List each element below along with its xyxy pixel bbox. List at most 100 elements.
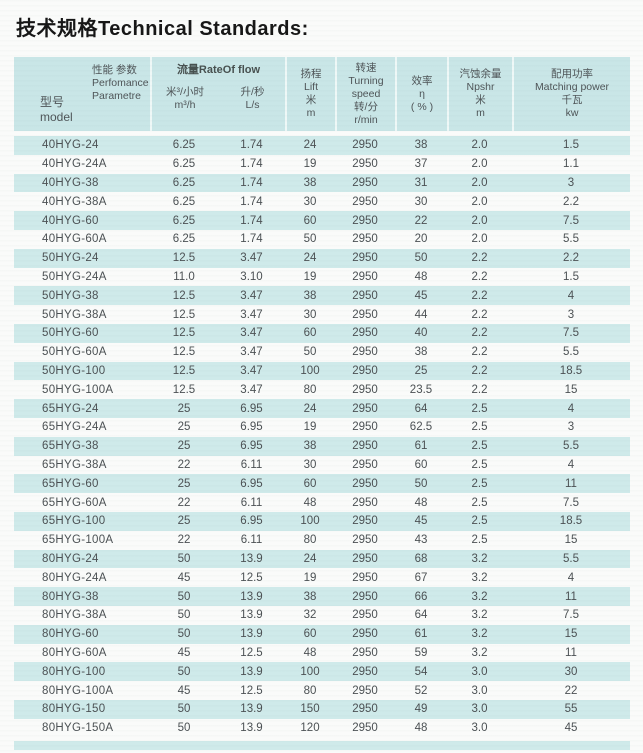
cell-eta: 31 (414, 176, 428, 189)
cell-model: 50HYG-24A (42, 270, 107, 283)
cell-m3h: 25 (177, 402, 191, 415)
cell-speed: 2950 (352, 327, 378, 340)
cell-m3h: 6.25 (172, 139, 196, 152)
cell-ls: 6.11 (240, 496, 263, 509)
cell-npshr: 2.2 (471, 383, 488, 396)
cell-speed: 2950 (352, 308, 378, 321)
cell-m3h: 25 (177, 477, 191, 490)
cell-ls: 6.95 (240, 515, 263, 528)
cell-speed: 2950 (352, 646, 378, 659)
cell-speed: 2950 (352, 346, 378, 359)
cell-power: 3 (567, 308, 575, 321)
cell-model: 50HYG-60A (42, 346, 107, 359)
cell-ls: 1.74 (240, 233, 263, 246)
header-lift: 扬程 Lift 米 m (285, 57, 335, 131)
cell-m3h: 50 (177, 703, 191, 716)
table-row: 50HYG-100 12.5 3.47 100 2950 25 2.2 18.5 (14, 361, 630, 381)
cell-model: 40HYG-60A (42, 233, 107, 246)
cell-npshr: 2.0 (471, 214, 488, 227)
cell-eta: 48 (414, 270, 428, 283)
cell-speed: 2950 (352, 421, 378, 434)
cell-lift: 19 (303, 421, 317, 434)
cell-power: 5.5 (563, 346, 579, 359)
cell-eta: 40 (414, 327, 428, 340)
cell-eta: 62.5 (409, 421, 433, 434)
cell-ls: 6.11 (240, 458, 263, 471)
header-npshr: 汽蚀余量 Npshr 米 m (447, 57, 512, 131)
table-bottom-strip (14, 740, 630, 750)
cell-npshr: 3.0 (471, 665, 488, 678)
cell-eta: 45 (414, 515, 428, 528)
table-row: 40HYG-60 6.25 1.74 60 2950 22 2.0 7.5 (14, 211, 630, 230)
cell-model: 40HYG-38 (42, 176, 99, 189)
cell-m3h: 12.5 (172, 308, 196, 321)
cell-power: 55 (564, 703, 578, 716)
cell-speed: 2950 (352, 252, 378, 265)
cell-ls: 1.74 (240, 158, 263, 171)
cell-speed: 2950 (352, 534, 378, 547)
header-flow-group-label: 流量RateOf flow (176, 64, 261, 76)
cell-m3h: 22 (177, 458, 191, 471)
cell-ls: 6.95 (240, 421, 263, 434)
cell-model: 50HYG-100 (42, 364, 106, 377)
cell-m3h: 25 (177, 440, 191, 453)
cell-lift: 50 (303, 233, 317, 246)
cell-m3h: 12.5 (172, 252, 196, 265)
cell-power: 1.5 (563, 270, 579, 283)
header-flow-ls: 升/秒 L/s (240, 86, 265, 111)
cell-eta: 37 (414, 158, 428, 171)
table-row: 80HYG-60 50 13.9 60 2950 61 3.2 15 (14, 624, 630, 644)
cell-speed: 2950 (352, 515, 378, 528)
cell-eta: 64 (414, 609, 428, 622)
cell-eta: 22 (414, 214, 428, 227)
cell-speed: 2950 (352, 195, 378, 208)
cell-speed: 2950 (352, 665, 378, 678)
cell-ls: 3.10 (240, 270, 263, 283)
cell-npshr: 2.2 (471, 308, 488, 321)
cell-ls: 3.47 (240, 327, 263, 340)
cell-ls: 3.47 (240, 289, 263, 302)
cell-power: 3 (567, 421, 575, 434)
cell-lift: 80 (303, 684, 317, 697)
cell-power: 1.1 (563, 158, 579, 171)
cell-m3h: 6.25 (172, 233, 196, 246)
header-performance-label: 性能 参数 Perfomance Parametre (92, 64, 149, 102)
cell-eta: 45 (414, 289, 428, 302)
cell-speed: 2950 (352, 158, 378, 171)
cell-npshr: 3.2 (471, 590, 488, 603)
header-efficiency: 效率 η ( % ) (395, 57, 447, 131)
cell-model: 80HYG-100A (42, 684, 114, 697)
table-row: 65HYG-24 25 6.95 24 2950 64 2.5 4 (14, 399, 630, 418)
cell-m3h: 50 (177, 590, 191, 603)
cell-npshr: 2.5 (471, 496, 488, 509)
cell-m3h: 50 (177, 722, 191, 735)
cell-power: 4 (567, 289, 575, 302)
cell-ls: 1.74 (240, 214, 263, 227)
cell-npshr: 2.2 (471, 252, 488, 265)
table-row: 80HYG-150A 50 13.9 120 2950 48 3.0 45 (14, 719, 630, 738)
cell-lift: 150 (300, 703, 320, 716)
cell-m3h: 50 (177, 552, 191, 565)
cell-model: 50HYG-100A (42, 383, 114, 396)
cell-ls: 3.47 (240, 383, 263, 396)
header-model-label: 型号 model (40, 95, 73, 124)
cell-model: 50HYG-38 (42, 289, 99, 302)
cell-power: 4 (567, 402, 575, 415)
cell-ls: 13.9 (240, 628, 263, 641)
cell-eta: 48 (414, 722, 428, 735)
table-row: 65HYG-38 25 6.95 38 2950 61 2.5 5.5 (14, 436, 630, 456)
table-row: 80HYG-150 50 13.9 150 2950 49 3.0 55 (14, 699, 630, 719)
cell-npshr: 2.2 (471, 289, 488, 302)
cell-power: 11 (565, 477, 577, 490)
cell-lift: 30 (303, 195, 317, 208)
cell-eta: 44 (414, 308, 428, 321)
cell-lift: 32 (303, 609, 317, 622)
cell-speed: 2950 (352, 383, 378, 396)
cell-ls: 6.95 (240, 477, 263, 490)
cell-lift: 38 (303, 590, 317, 603)
cell-power: 22 (564, 684, 578, 697)
cell-speed: 2950 (352, 233, 378, 246)
spec-table: 性能 参数 Perfomance Parametre 型号 model 流量Ra… (14, 57, 630, 750)
cell-model: 65HYG-24A (42, 421, 107, 434)
cell-m3h: 6.25 (172, 158, 196, 171)
